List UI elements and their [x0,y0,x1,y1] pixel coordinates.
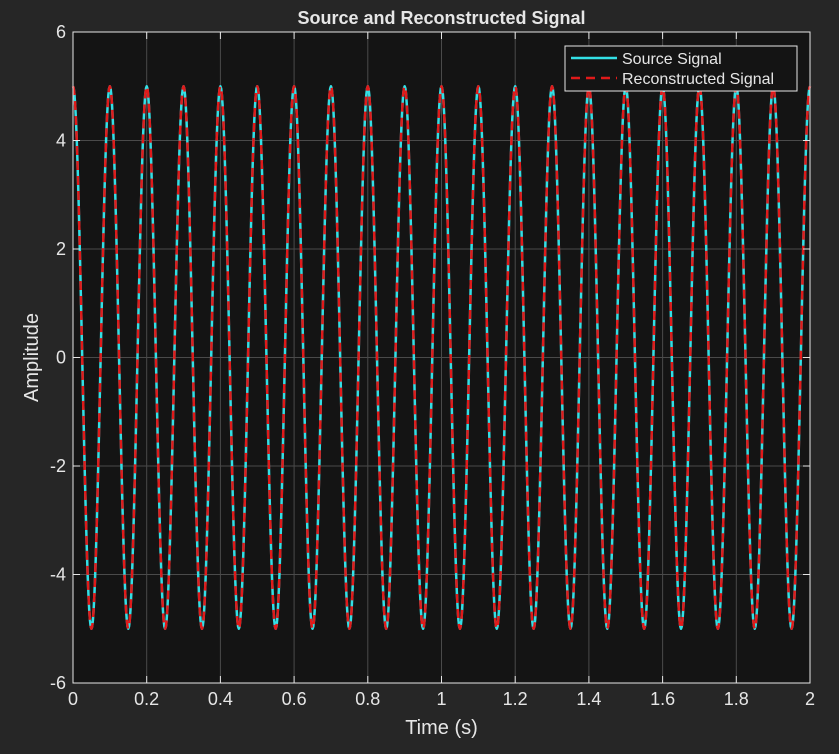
legend-entry-reconstructed-signal: Reconstructed Signal [622,71,774,88]
chart-title: Source and Reconstructed Signal [297,8,585,28]
y-tick-label-5: -4 [50,565,66,585]
y-tick-label-3: 0 [56,348,66,368]
x-tick-label-5: 1 [436,689,446,709]
x-tick-label-9: 1.8 [724,689,749,709]
x-tick-label-10: 2 [805,689,815,709]
x-tick-label-4: 0.8 [355,689,380,709]
legend-entry-source-signal: Source Signal [622,51,722,68]
x-tick-label-2: 0.4 [208,689,233,709]
y-tick-label-4: -2 [50,456,66,476]
legend-box [564,45,798,92]
x-tick-label-6: 1.2 [503,689,528,709]
y-tick-label-6: -6 [50,673,66,693]
y-tick-label-0: 6 [56,22,66,42]
x-tick-label-1: 0.2 [134,689,159,709]
legend: Source Signal Reconstructed Signal [564,45,798,92]
y-tick-label-1: 4 [56,131,66,151]
x-axis-label: Time (s) [405,717,478,739]
ticks [72,31,811,684]
x-tick-label-0: 0 [68,689,78,709]
x-tick-label-8: 1.6 [650,689,675,709]
y-axis-label: Amplitude [21,313,43,402]
plot-area [71,85,812,630]
series-line-reconstructed-signal [71,85,812,630]
y-tick-label-2: 2 [56,239,66,259]
tick-labels: 0 0.2 0.4 0.6 0.8 1 1.2 1.4 1.6 1.8 2 6 4 2 0 -2 -4 -6 [50,22,815,709]
x-tick-label-7: 1.4 [576,689,601,709]
x-tick-label-3: 0.6 [282,689,307,709]
